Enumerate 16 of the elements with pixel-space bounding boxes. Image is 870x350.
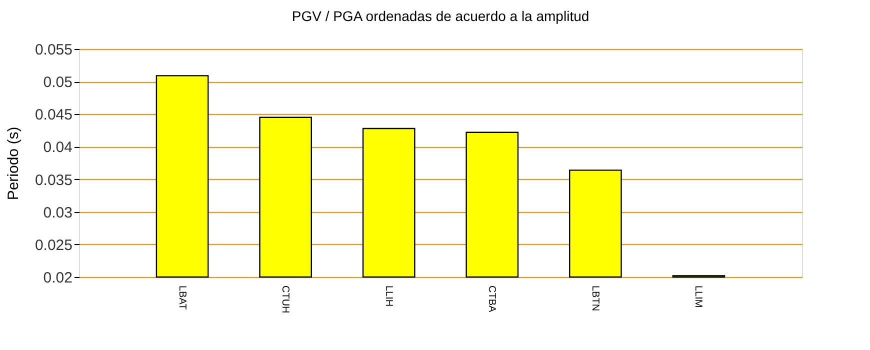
x-tick-label: LLIH: [382, 286, 394, 307]
y-tick-label: 0.035: [34, 172, 72, 189]
y-tick-label: 0.025: [34, 236, 72, 254]
y-tick-label: 0.05: [43, 74, 72, 92]
x-tick-label: CTUH: [280, 286, 291, 314]
y-tick-label: 0.055: [34, 42, 72, 58]
x-tick-label: LLIM: [692, 286, 704, 308]
y-tick-label: 0.02: [43, 270, 72, 286]
y-tick-label: 0.03: [43, 204, 72, 222]
x-tick-label: LBAT: [176, 286, 188, 310]
x-tick-label: LBTN: [589, 286, 600, 312]
y-tick-label: 0.045: [34, 106, 72, 124]
y-axis-title: Periodo (s): [4, 126, 22, 200]
x-tick-label: CTBA: [486, 286, 498, 312]
y-tick-label: 0.04: [43, 139, 72, 156]
chart-title: PGV / PGA ordenadas de acuerdo a la amplitud: [292, 8, 590, 24]
